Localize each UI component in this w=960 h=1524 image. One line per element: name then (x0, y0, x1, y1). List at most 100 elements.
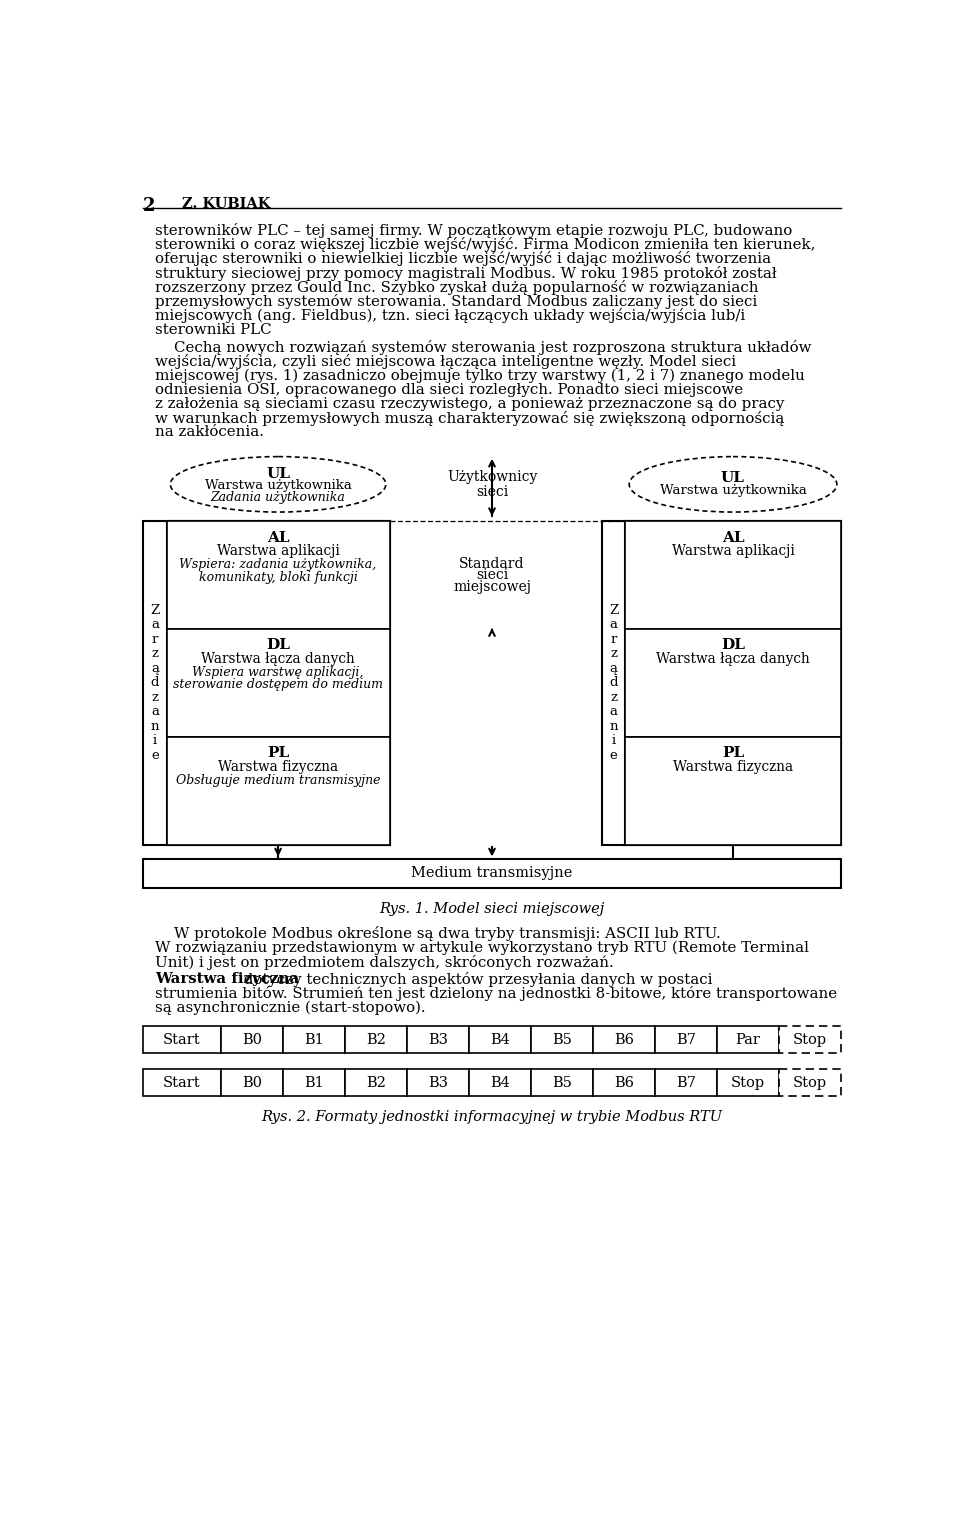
Bar (221, 1068, 283, 1096)
Text: Warstwa fizyczna: Warstwa fizyczna (673, 760, 793, 774)
Bar (283, 1068, 345, 1096)
Text: dotyczy technicznych aspektów przesyłania danych w postaci: dotyczy technicznych aspektów przesyłani… (239, 972, 712, 988)
Text: Stop: Stop (793, 1032, 827, 1047)
Text: DL: DL (721, 639, 745, 652)
Text: Warstwa aplikacji: Warstwa aplikacji (217, 544, 340, 558)
Text: Z
a
r
z
ą
d
z
a
n
i
e: Z a r z ą d z a n i e (609, 604, 618, 762)
Text: B3: B3 (428, 1032, 447, 1047)
Bar (166, 629, 390, 738)
Bar (655, 1026, 717, 1053)
Text: Cechą nowych rozwiązań systemów sterowania jest rozproszona struktura układów: Cechą nowych rozwiązań systemów sterowan… (155, 340, 811, 355)
Text: B4: B4 (490, 1032, 510, 1047)
Bar (625, 521, 841, 629)
Text: w warunkach przemysłowych muszą charakteryzować się zwiększoną odpornością: w warunkach przemysłowych muszą charakte… (155, 411, 784, 427)
Ellipse shape (629, 457, 837, 512)
Text: Stop: Stop (793, 1076, 827, 1090)
Text: rozszerzony przez Gould Inc. Szybko zyskał dużą popularność w rozwiązaniach: rozszerzony przez Gould Inc. Szybko zysk… (155, 280, 758, 296)
Text: B2: B2 (366, 1032, 386, 1047)
Text: sterowniki o coraz większej liczbie wejść/wyjść. Firma Modicon zmieniła ten kier: sterowniki o coraz większej liczbie wejś… (155, 238, 815, 251)
Text: B1: B1 (304, 1032, 324, 1047)
Text: B5: B5 (552, 1076, 572, 1090)
Text: PL: PL (267, 747, 289, 760)
Text: Warstwa fizyczna: Warstwa fizyczna (155, 972, 300, 986)
Text: wejścia/wyjścia, czyli sieć miejscowa łącząca inteligentne węzły. Model sieci: wejścia/wyjścia, czyli sieć miejscowa łą… (155, 354, 736, 369)
Bar (468, 1068, 531, 1096)
Text: Warstwa użytkownika: Warstwa użytkownika (204, 480, 351, 492)
Text: B2: B2 (366, 1076, 386, 1090)
Text: sterowanie dostępem do medium: sterowanie dostępem do medium (173, 678, 383, 692)
Text: Start: Start (163, 1076, 201, 1090)
Text: przemysłowych systemów sterowania. Standard Modbus zaliczany jest do sieci: przemysłowych systemów sterowania. Stand… (155, 294, 757, 309)
Text: B1: B1 (304, 1076, 324, 1090)
Text: miejscowej (rys. 1) zasadniczo obejmuje tylko trzy warstwy (1, 2 i 7) znanego mo: miejscowej (rys. 1) zasadniczo obejmuje … (155, 369, 804, 383)
Text: AL: AL (722, 530, 744, 544)
Text: miejscowej: miejscowej (453, 579, 531, 594)
Bar (407, 1068, 468, 1096)
Text: B5: B5 (552, 1032, 572, 1047)
Text: na zakłócenia.: na zakłócenia. (155, 425, 264, 439)
Bar (531, 1068, 592, 1096)
Text: Z
a
r
z
ą
d
z
a
n
i
e: Z a r z ą d z a n i e (151, 604, 159, 762)
Text: B7: B7 (676, 1076, 696, 1090)
Text: Medium transmisyjne: Medium transmisyjne (411, 866, 573, 881)
Text: B4: B4 (490, 1076, 510, 1090)
Text: sterowniki PLC: sterowniki PLC (155, 323, 272, 337)
Bar (531, 1026, 592, 1053)
Text: B0: B0 (242, 1076, 262, 1090)
Text: W protokole Modbus określone są dwa tryby transmisji: ASCII lub RTU.: W protokole Modbus określone są dwa tryb… (155, 927, 721, 942)
Bar (143, 858, 841, 888)
Bar (221, 1026, 283, 1053)
Text: B0: B0 (242, 1032, 262, 1047)
Text: strumienia bitów. Strumień ten jest dzielony na jednostki 8-bitowe, które transp: strumienia bitów. Strumień ten jest dzie… (155, 986, 837, 1001)
Bar (166, 521, 390, 629)
Text: Warstwa łącza danych: Warstwa łącza danych (656, 652, 810, 666)
Text: UL: UL (721, 471, 745, 485)
Bar (283, 1026, 345, 1053)
Text: W rozwiązaniu przedstawionym w artykule wykorzystano tryb RTU (Remote Terminal: W rozwiązaniu przedstawionym w artykule … (155, 940, 809, 956)
Bar (166, 521, 390, 844)
Text: Warstwa aplikacji: Warstwa aplikacji (672, 544, 795, 558)
Text: struktury sieciowej przy pomocy magistrali Modbus. W roku 1985 protokół został: struktury sieciowej przy pomocy magistra… (155, 265, 777, 280)
Bar (592, 1026, 655, 1053)
Text: Warstwa łącza danych: Warstwa łącza danych (202, 652, 355, 666)
Text: Warstwa fizyczna: Warstwa fizyczna (218, 760, 338, 774)
Bar (345, 1026, 407, 1053)
Bar (602, 521, 841, 844)
Text: Użytkownicy: Użytkownicy (446, 471, 538, 485)
Bar (166, 738, 390, 844)
Bar (625, 738, 841, 844)
Text: sieci: sieci (476, 568, 508, 582)
Ellipse shape (170, 457, 386, 512)
Text: odniesienia OSI, opracowanego dla sieci rozległych. Ponadto sieci miejscowe: odniesienia OSI, opracowanego dla sieci … (155, 383, 743, 396)
Text: AL: AL (267, 530, 289, 544)
Text: Stop: Stop (731, 1076, 765, 1090)
Text: z założenia są sieciami czasu rzeczywistego, a ponieważ przeznaczone są do pracy: z założenia są sieciami czasu rzeczywist… (155, 396, 784, 411)
Text: Zadania użytkownika: Zadania użytkownika (210, 491, 346, 504)
Text: Wspiera: zadania użytkownika,: Wspiera: zadania użytkownika, (180, 558, 376, 572)
Text: sieci: sieci (476, 485, 508, 498)
Text: PL: PL (722, 747, 744, 760)
Text: Wspiera warstwę aplikacji,: Wspiera warstwę aplikacji, (192, 666, 364, 680)
Bar (779, 1068, 841, 1096)
Text: B3: B3 (428, 1076, 447, 1090)
Bar (468, 1026, 531, 1053)
Text: Par: Par (735, 1032, 760, 1047)
Text: Standard: Standard (459, 556, 525, 570)
Bar (655, 1068, 717, 1096)
Text: komunikaty, bloki funkcji: komunikaty, bloki funkcji (199, 570, 357, 584)
Text: 2: 2 (143, 197, 156, 215)
Text: Unit) i jest on przedmiotem dalszych, skróconych rozważań.: Unit) i jest on przedmiotem dalszych, sk… (155, 956, 613, 969)
Text: UL: UL (266, 466, 290, 480)
Bar (407, 1026, 468, 1053)
Bar (625, 629, 841, 738)
Text: Start: Start (163, 1032, 201, 1047)
Text: Obsługuje medium transmisyjne: Obsługuje medium transmisyjne (176, 774, 380, 786)
Text: sterowników PLC – tej samej firmy. W początkowym etapie rozwoju PLC, budowano: sterowników PLC – tej samej firmy. W poc… (155, 223, 792, 238)
Bar (717, 1068, 779, 1096)
Text: Rys. 2. Formaty jednostki informacyjnej w trybie Modbus RTU: Rys. 2. Formaty jednostki informacyjnej … (261, 1111, 723, 1125)
Bar (143, 1026, 221, 1053)
Text: B6: B6 (613, 1076, 634, 1090)
Text: Rys. 1. Model sieci miejscowej: Rys. 1. Model sieci miejscowej (379, 902, 605, 916)
Bar (143, 1068, 221, 1096)
Bar (625, 521, 841, 844)
